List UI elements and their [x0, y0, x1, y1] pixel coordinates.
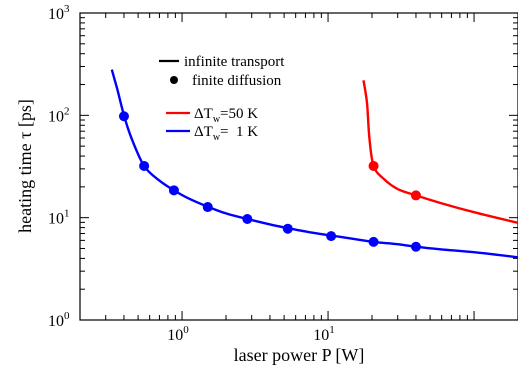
- legend-label-dtw-1: ΔTw= 1 K: [194, 124, 258, 143]
- series-line-red: [362, 80, 518, 224]
- data-point-blue: [368, 236, 379, 247]
- data-point-blue: [168, 185, 179, 196]
- axis-ticks: 100 101 100 101 102 103: [48, 3, 518, 344]
- data-point-blue: [139, 160, 150, 171]
- legend-label-finite-diffusion: finite diffusion: [192, 73, 282, 89]
- y-tick-label: 102: [48, 105, 70, 125]
- legend: infinite transport finite diffusion ΔTw=…: [159, 54, 285, 143]
- x-tick-label: 101: [313, 324, 335, 344]
- legend-dot-marker: [170, 76, 178, 84]
- data-point-blue: [202, 202, 213, 213]
- plot-frame: [79, 12, 518, 321]
- series-line-blue: [110, 69, 518, 259]
- series-layer: [110, 69, 518, 259]
- y-tick-label: 101: [48, 208, 70, 228]
- x-tick-label: 100: [167, 324, 189, 344]
- legend-label-dtw-50: ΔTw=50 K: [194, 106, 258, 125]
- data-point-blue: [242, 214, 253, 225]
- y-tick-label: 103: [48, 3, 70, 23]
- data-point-red: [368, 160, 379, 171]
- legend-label-infinite-transport: infinite transport: [184, 54, 285, 70]
- y-tick-label: 100: [48, 310, 70, 330]
- y-axis-title: heating time τ [ps]: [15, 99, 35, 233]
- data-point-blue: [282, 223, 293, 234]
- data-point-blue: [118, 111, 129, 122]
- x-axis-title: laser power P [W]: [234, 345, 365, 365]
- data-point-red: [410, 190, 421, 201]
- data-point-blue: [410, 241, 421, 252]
- data-point-blue: [326, 231, 337, 242]
